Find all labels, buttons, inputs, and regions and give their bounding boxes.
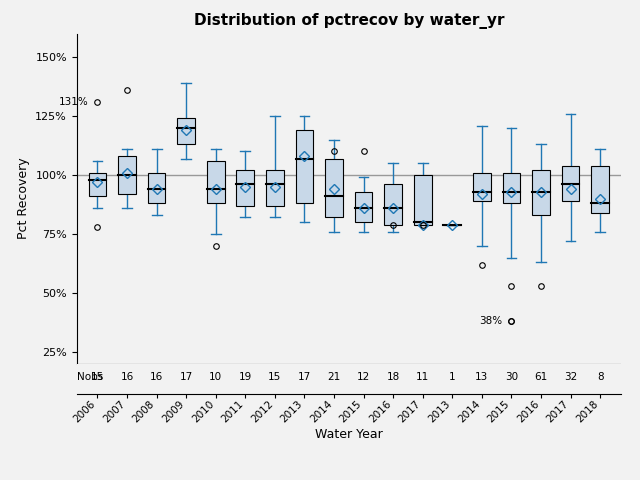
Text: 12: 12 [357,372,370,382]
Bar [236,170,254,205]
Bar [207,161,225,204]
Text: 15: 15 [91,372,104,382]
Bar [325,158,343,217]
Bar [148,173,166,204]
Text: 17: 17 [298,372,311,382]
Text: 30: 30 [505,372,518,382]
Bar [591,166,609,213]
Text: 16: 16 [150,372,163,382]
Bar [118,156,136,194]
Text: 10: 10 [209,372,222,382]
Y-axis label: Pct Recovery: Pct Recovery [17,158,30,240]
Bar [355,192,372,222]
Bar [88,173,106,196]
Bar [502,173,520,204]
Text: 13: 13 [476,372,488,382]
Bar [473,173,491,201]
Text: 11: 11 [416,372,429,382]
Bar [266,170,284,205]
Text: Nobs: Nobs [77,372,103,382]
Text: 1: 1 [449,372,456,382]
Text: 17: 17 [180,372,193,382]
Text: 18: 18 [387,372,400,382]
Bar [384,184,402,225]
Bar [296,130,314,204]
Bar [532,170,550,215]
Bar [177,119,195,144]
Text: 21: 21 [328,372,340,382]
Text: 131%: 131% [59,97,88,107]
Text: 19: 19 [239,372,252,382]
Text: 38%: 38% [479,316,502,326]
Text: 15: 15 [268,372,282,382]
X-axis label: Water Year: Water Year [315,428,383,441]
Bar [562,166,579,201]
Text: 8: 8 [596,372,604,382]
Text: 32: 32 [564,372,577,382]
Title: Distribution of pctrecov by water_yr: Distribution of pctrecov by water_yr [193,13,504,29]
Text: 16: 16 [120,372,134,382]
Text: 61: 61 [534,372,548,382]
Bar [414,175,431,225]
